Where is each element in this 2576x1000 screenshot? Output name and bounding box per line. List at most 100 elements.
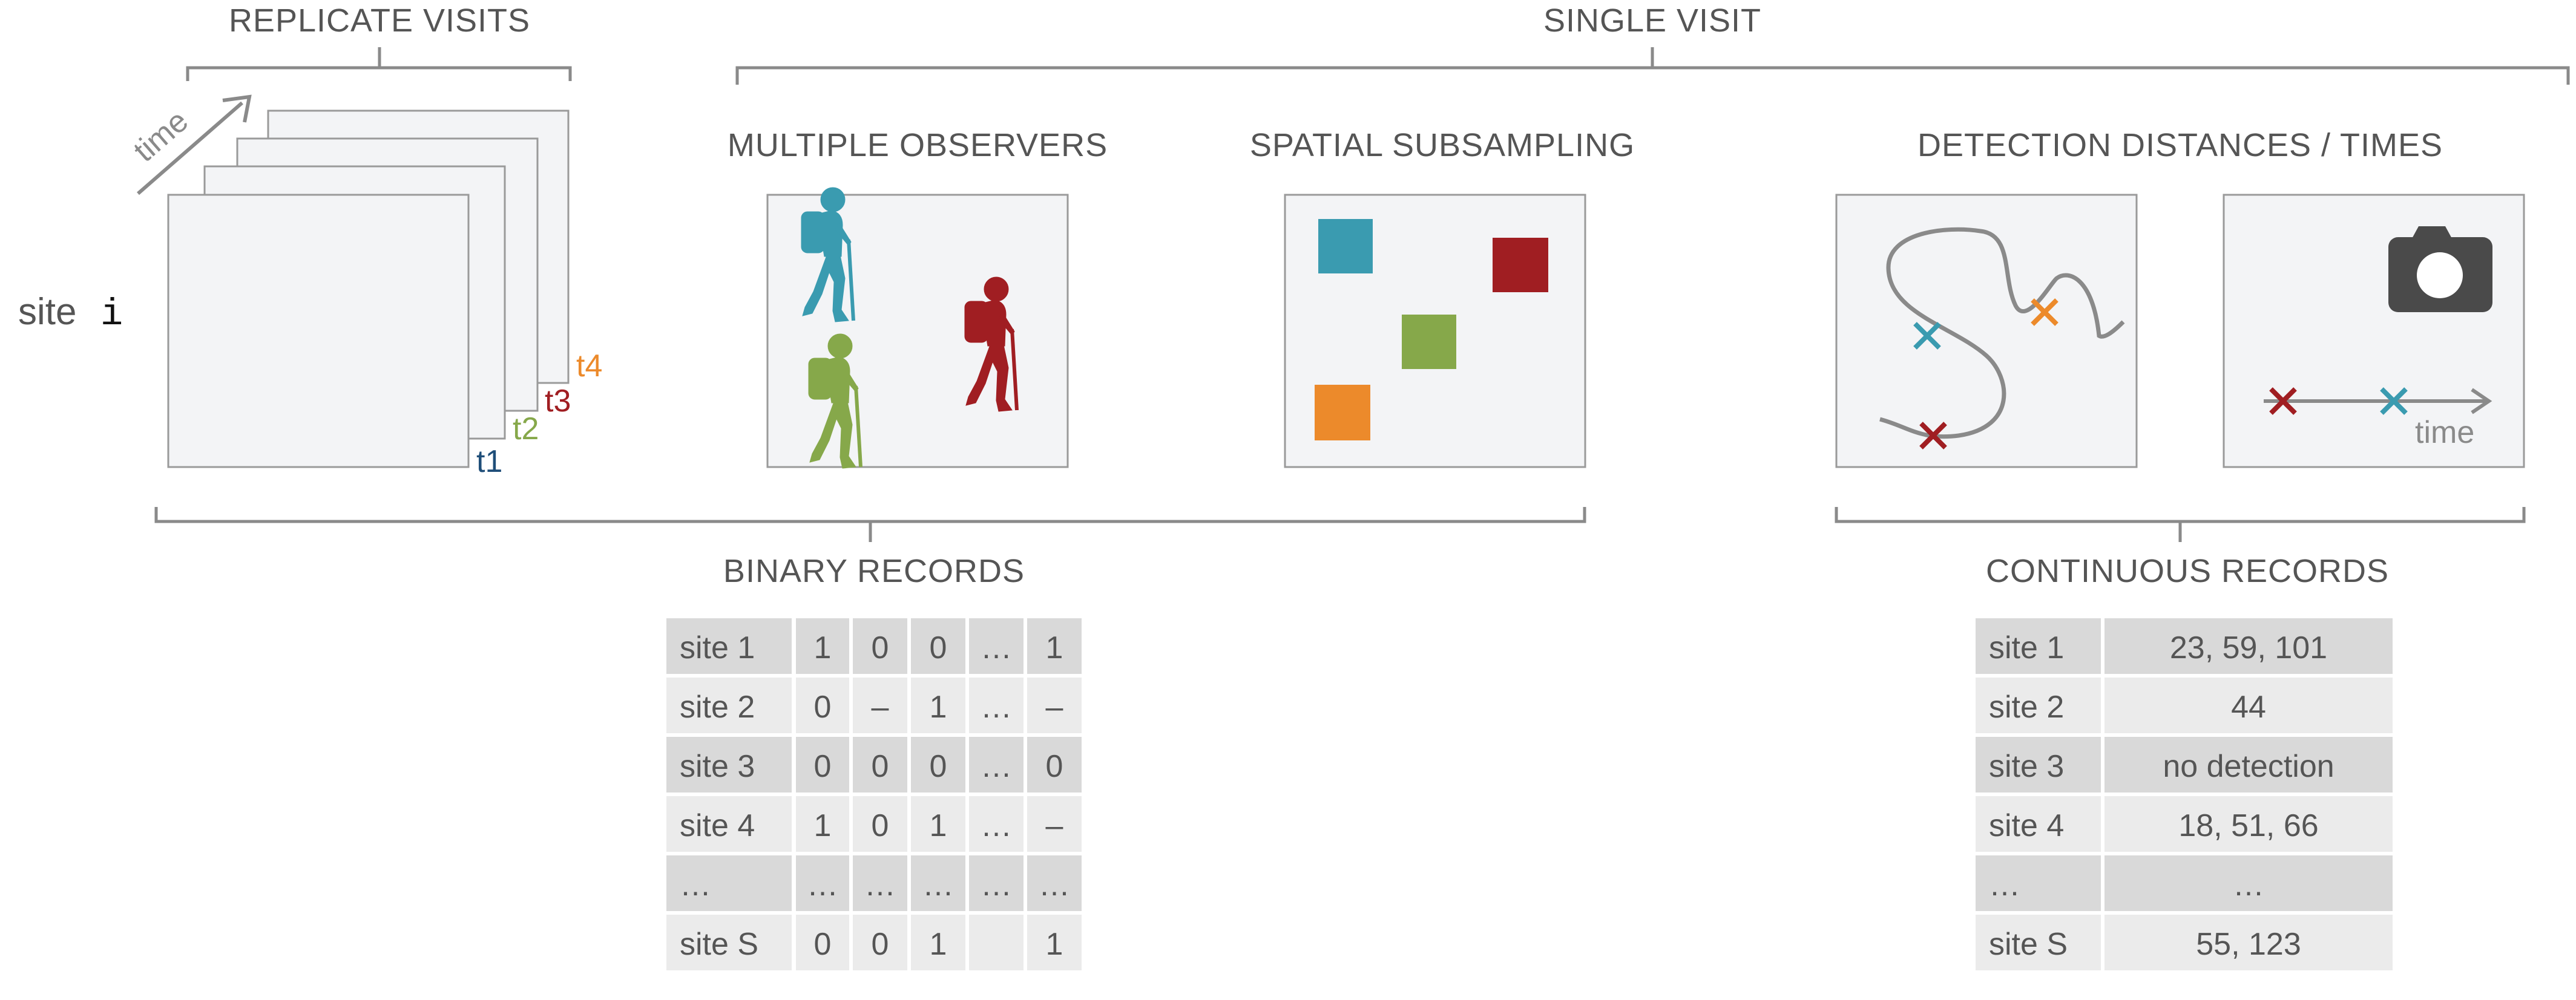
table-cell-bg — [911, 618, 965, 674]
table-cell-bg — [2104, 678, 2393, 733]
table-cell: … — [1039, 868, 1070, 903]
table-cell: … — [981, 808, 1012, 843]
table-cell: – — [872, 690, 889, 725]
subsample-plot-red — [1493, 238, 1548, 292]
table-cell: … — [981, 630, 1012, 665]
table-cell: 0 — [930, 630, 947, 665]
table-cell: 1 — [1046, 927, 1063, 962]
row-label: … — [680, 868, 711, 903]
time-arrow — [137, 94, 252, 195]
table-cell: 44 — [2231, 690, 2266, 725]
table-cell-bg — [796, 618, 849, 674]
table-cell-bg — [666, 678, 792, 733]
table-cell: … — [807, 868, 838, 903]
table-cell-bg — [796, 678, 849, 733]
table-cell-bg — [853, 618, 907, 674]
row-label: site 3 — [1989, 749, 2064, 784]
table-cell: 55, 123 — [2196, 927, 2301, 962]
stack-label-t2: t2 — [513, 411, 539, 446]
header-multiple-observers: MULTIPLE OBSERVERS — [728, 127, 1108, 163]
table-cell-bg — [1976, 796, 2101, 852]
table-cell: no detection — [2163, 749, 2334, 784]
table-cell: … — [981, 690, 1012, 725]
time-mark-blue — [2380, 387, 2408, 415]
table-cell-bg — [911, 796, 965, 852]
brace-binary-records — [154, 507, 1586, 542]
table-cell-bg — [666, 618, 792, 674]
table-cell-bg — [1976, 855, 2101, 911]
row-label: site 2 — [1989, 690, 2064, 725]
table-cell-bg — [1027, 618, 1082, 674]
table-cell: 0 — [814, 749, 832, 784]
table-cell: 1 — [814, 808, 832, 843]
subsample-plot-orange — [1315, 385, 1370, 440]
table-cell: 23, 59, 101 — [2170, 630, 2327, 665]
row-label: site 4 — [1989, 808, 2064, 843]
table-cell: 1 — [1046, 630, 1063, 665]
table-cell-bg — [2104, 915, 2393, 970]
header-binary-records: BINARY RECORDS — [723, 553, 1025, 589]
table-cell: 0 — [872, 749, 889, 784]
timeline-label: time — [2415, 415, 2474, 450]
continuous-records-table: site 1 23, 59, 101 site 2 44 site 3 no detect… — [1976, 618, 2393, 970]
table-cell: … — [981, 868, 1012, 903]
table-cell-bg — [1976, 915, 2101, 970]
table-cell: 1 — [814, 630, 832, 665]
transect-path — [1879, 227, 2125, 439]
table-cell-bg — [666, 915, 792, 970]
table-cell-bg — [1027, 796, 1082, 852]
detection-mark-orange — [2031, 298, 2058, 326]
header-spatial-subsampling: SPATIAL SUBSAMPLING — [1250, 127, 1635, 163]
table-cell: 0 — [872, 630, 889, 665]
table-cell: … — [2233, 868, 2264, 903]
table-cell-bg — [2104, 796, 2393, 852]
table-cell-bg — [853, 678, 907, 733]
table-cell-bg — [2104, 618, 2393, 674]
brace-replicate-visits — [186, 47, 572, 81]
header-detection: DETECTION DISTANCES / TIMES — [1917, 127, 2443, 163]
table-cell: 1 — [930, 927, 947, 962]
table-cell-bg — [969, 618, 1024, 674]
brace-single-visit — [735, 47, 2570, 85]
subsample-plot-blue — [1318, 219, 1373, 273]
table-cell-bg — [911, 915, 965, 970]
table-cell: 0 — [872, 808, 889, 843]
row-label: … — [1989, 868, 2020, 903]
table-cell-bg — [1976, 618, 2101, 674]
time-arrow-label: time — [127, 103, 195, 169]
table-cell: – — [1046, 808, 1063, 843]
table-cell-bg — [796, 796, 849, 852]
table-cell-bg — [911, 678, 965, 733]
table-cell-bg — [853, 915, 907, 970]
table-cell-bg — [969, 796, 1024, 852]
table-cell: 0 — [814, 927, 832, 962]
table-cell-bg — [969, 855, 1024, 911]
table-cell: 0 — [1046, 749, 1063, 784]
row-label: site 1 — [1989, 630, 2064, 665]
time-mark-red — [2269, 387, 2297, 415]
site-index: i — [100, 293, 123, 336]
stack-label-t3: t3 — [545, 384, 571, 419]
detection-mark-blue — [1913, 322, 1941, 350]
table-cell-bg — [1976, 737, 2101, 792]
table-cell-bg — [796, 737, 849, 792]
row-label: site 4 — [680, 808, 755, 843]
row-label: site S — [1989, 927, 2068, 962]
stack-label-t1: t1 — [476, 444, 502, 479]
table-cell: 1 — [930, 690, 947, 725]
table-cell-bg — [911, 855, 965, 911]
table-cell: … — [922, 868, 954, 903]
visit-sheet-t1 — [167, 194, 470, 468]
panel-detection-times — [2223, 194, 2525, 468]
table-cell-bg — [796, 915, 849, 970]
table-cell-bg — [853, 796, 907, 852]
timeline-arrow — [2264, 388, 2492, 414]
camera-icon — [2388, 226, 2492, 312]
table-cell-bg — [969, 678, 1024, 733]
table-cell-bg — [1027, 678, 1082, 733]
table-cell-bg — [666, 737, 792, 792]
table-cell-bg — [853, 737, 907, 792]
table-cell: – — [1046, 690, 1063, 725]
